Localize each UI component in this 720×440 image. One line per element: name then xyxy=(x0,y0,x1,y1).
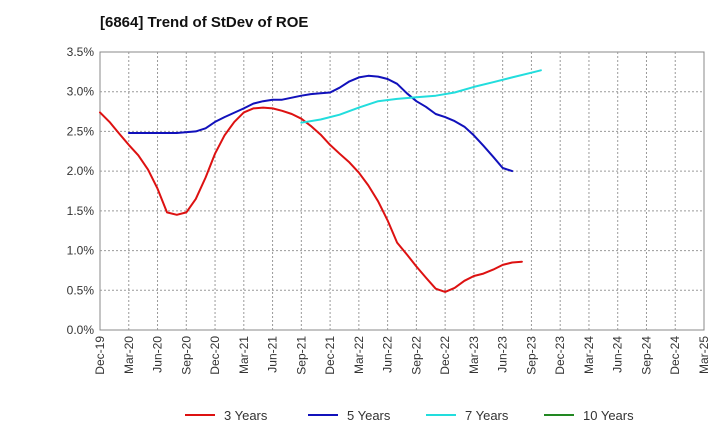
x-tick-label: Mar-22 xyxy=(352,336,366,374)
x-tick-label: Mar-24 xyxy=(582,336,596,374)
y-tick-label: 2.5% xyxy=(67,124,95,138)
y-tick-label: 0.5% xyxy=(67,283,95,297)
legend-label-3-years: 3 Years xyxy=(224,408,268,423)
x-tick-label: Sep-24 xyxy=(639,336,653,375)
x-tick-label: Sep-22 xyxy=(409,336,423,375)
x-tick-label: Jun-22 xyxy=(381,336,395,373)
series-line-5-years xyxy=(127,74,514,173)
x-tick-label: Dec-22 xyxy=(438,336,452,375)
x-tick-label: Mar-23 xyxy=(467,336,481,374)
x-tick-label: Dec-24 xyxy=(668,336,682,375)
y-tick-label: 2.0% xyxy=(67,164,95,178)
legend-label-5-years: 5 Years xyxy=(347,408,391,423)
x-tick-label: Jun-23 xyxy=(496,336,510,373)
chart-title: [6864] Trend of StDev of ROE xyxy=(100,14,308,31)
x-tick-label: Dec-23 xyxy=(553,336,567,375)
x-tick-label: Dec-20 xyxy=(208,336,222,375)
x-tick-label: Jun-21 xyxy=(266,336,280,373)
horizontal-gridlines xyxy=(100,91,704,291)
x-tick-label: Jun-20 xyxy=(151,336,165,373)
x-tick-label: Mar-21 xyxy=(237,336,251,374)
x-tick-label: Dec-19 xyxy=(93,336,107,375)
x-tick-label: Sep-23 xyxy=(524,336,538,375)
x-axis-tick-labels: Dec-19 Mar-20 Jun-20 Sep-20 Dec-20 Mar-21 Jun-… xyxy=(93,336,711,375)
legend-label-10-years: 10 Years xyxy=(583,408,634,423)
y-tick-label: 3.5% xyxy=(67,45,95,59)
plot-area xyxy=(99,51,705,331)
x-tick-label: Sep-20 xyxy=(179,336,193,375)
x-tick-label: Jun-24 xyxy=(611,336,625,373)
y-tick-label: 1.0% xyxy=(67,244,95,258)
x-tick-label: Mar-25 xyxy=(697,336,711,374)
y-tick-label: 0.0% xyxy=(67,323,95,337)
y-axis-tick-labels: 0.0% 0.5% 1.0% 1.5% 2.0% 2.5% 3.0% 3.5% xyxy=(67,45,95,337)
y-tick-label: 3.0% xyxy=(67,85,95,99)
series-lines xyxy=(99,69,542,293)
x-tick-label: Sep-21 xyxy=(294,336,308,375)
series-line-7-years xyxy=(300,69,542,124)
legend-label-7-years: 7 Years xyxy=(465,408,509,423)
legend: 3 Years 5 Years 7 Years 10 Years xyxy=(185,408,634,423)
y-tick-label: 1.5% xyxy=(67,204,95,218)
series-line-3-years xyxy=(99,106,523,293)
x-tick-label: Dec-21 xyxy=(323,336,337,375)
x-tick-label: Mar-20 xyxy=(122,336,136,374)
